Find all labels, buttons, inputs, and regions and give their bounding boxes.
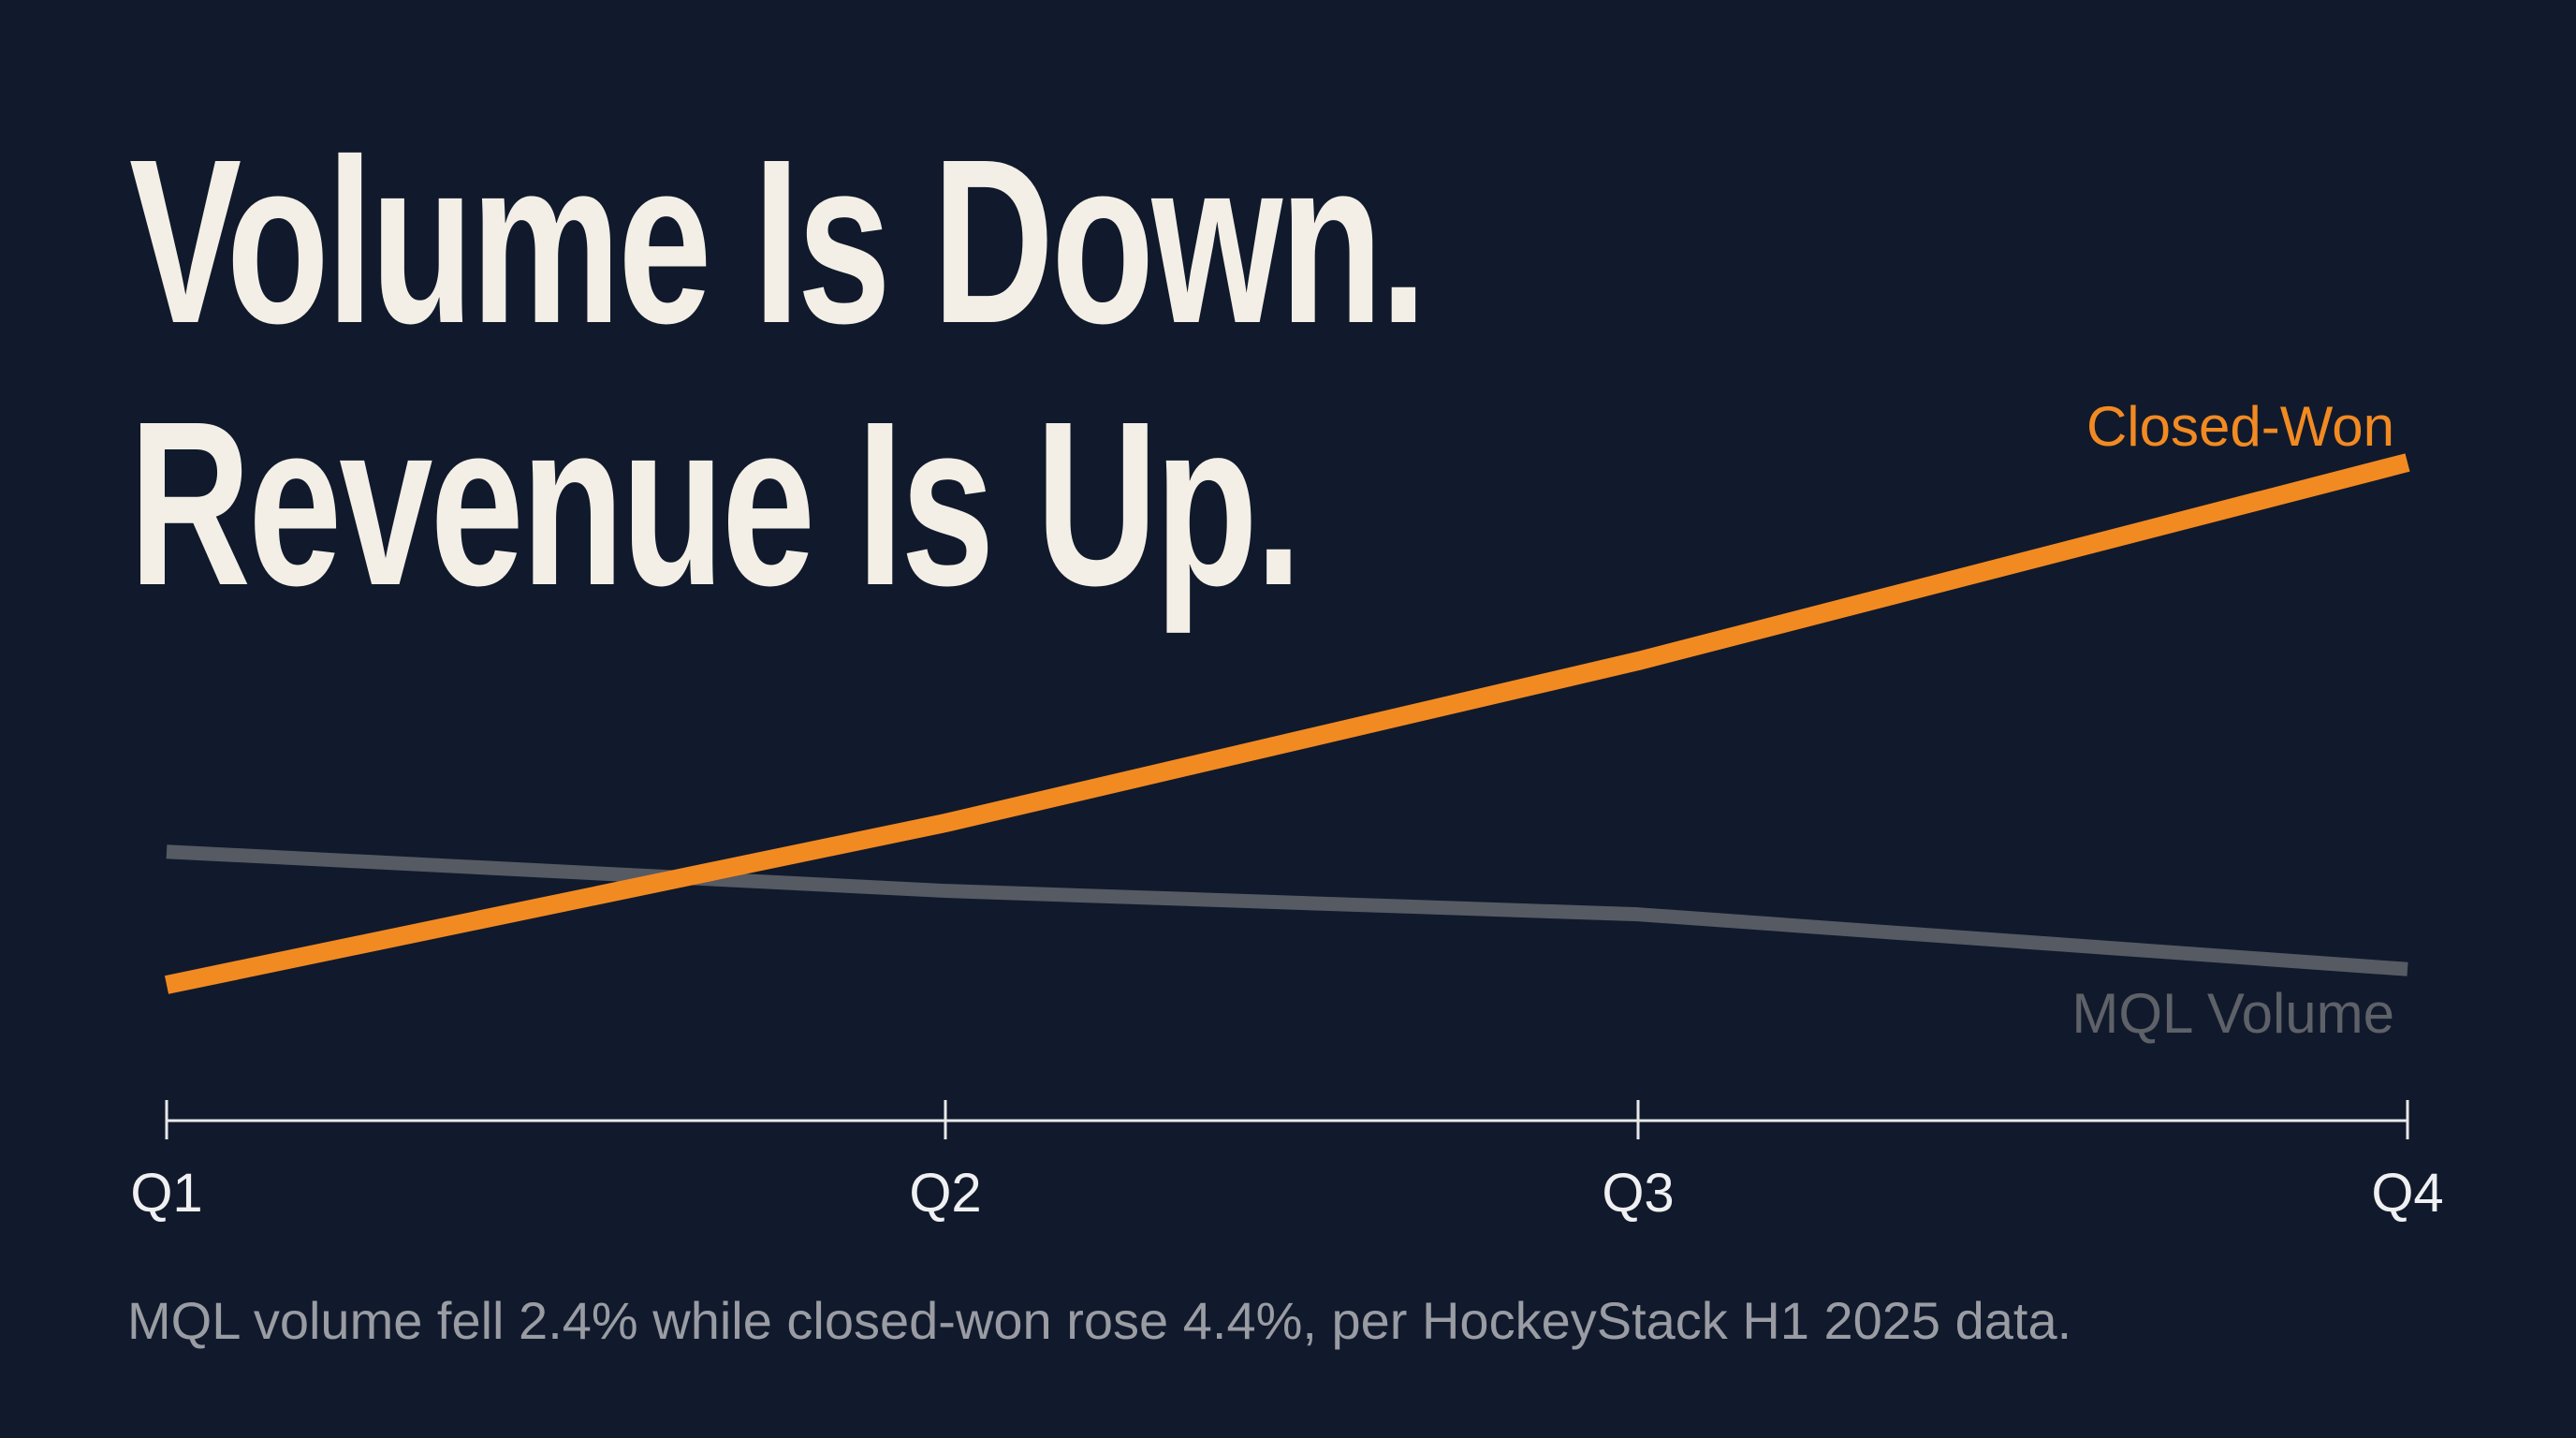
series-line-closed-won [164,453,2410,994]
x-axis: Q1 Q2 Q3 Q4 [130,1100,2444,1224]
x-tick-label-q1: Q1 [130,1163,202,1224]
series-line-mql-volume [166,844,2408,976]
caption: MQL volume fell 2.4% while closed-won ro… [127,1291,2072,1350]
series-layer: MQL Volume Closed-Won [164,395,2410,1045]
headline: Volume Is Down. Revenue Is Up. [129,110,1427,635]
x-tick-label-q2: Q2 [909,1163,981,1224]
headline-line-2: Revenue Is Up. [129,373,1302,634]
series-label-closed-won: Closed-Won [2086,395,2394,458]
headline-line-1: Volume Is Down. [129,110,1427,372]
series-label-mql-volume: MQL Volume [2071,982,2394,1045]
x-tick-label-q4: Q4 [2371,1163,2443,1224]
x-tick-label-q3: Q3 [1602,1163,1674,1224]
